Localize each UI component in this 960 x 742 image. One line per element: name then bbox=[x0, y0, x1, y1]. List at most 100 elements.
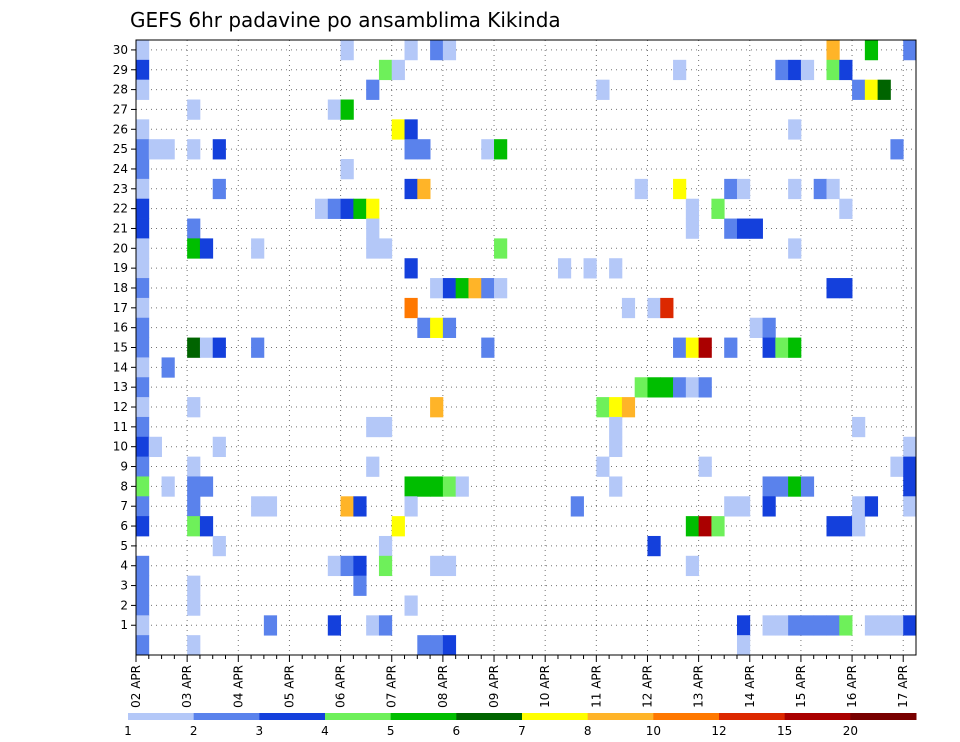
legend-label: 15 bbox=[777, 724, 792, 738]
precip-cell bbox=[609, 397, 623, 418]
precip-cell bbox=[788, 238, 802, 259]
legend-swatch bbox=[587, 713, 654, 720]
precip-cell bbox=[839, 615, 853, 636]
precip-cell bbox=[187, 397, 201, 418]
precip-cell bbox=[353, 496, 367, 517]
precip-cell bbox=[852, 496, 866, 517]
y-tick-label: 12 bbox=[113, 400, 128, 414]
precip-cell bbox=[609, 476, 623, 497]
x-tick-label: 10 APR bbox=[538, 665, 552, 708]
precip-cell bbox=[136, 357, 150, 378]
precip-cell bbox=[148, 436, 162, 458]
precip-cell bbox=[404, 139, 418, 160]
precip-cell bbox=[557, 258, 572, 279]
precip-cell bbox=[442, 635, 457, 656]
x-tick-label: 13 APR bbox=[692, 665, 706, 708]
precip-cell bbox=[570, 496, 584, 517]
precip-cell bbox=[417, 139, 431, 160]
precip-cell bbox=[430, 555, 444, 577]
precip-cell bbox=[609, 258, 623, 279]
precip-cell bbox=[136, 159, 150, 180]
x-tick-label: 06 APR bbox=[334, 665, 348, 708]
precip-cell bbox=[353, 198, 367, 219]
precip-cell bbox=[749, 218, 763, 239]
precip-cell bbox=[378, 535, 393, 557]
legend-swatch bbox=[850, 713, 917, 720]
precip-cell bbox=[685, 337, 700, 358]
precip-cell bbox=[762, 615, 776, 636]
precip-cell bbox=[621, 297, 636, 319]
precip-cell bbox=[890, 139, 904, 160]
precip-cell bbox=[724, 178, 738, 200]
precip-cell bbox=[404, 496, 418, 517]
y-tick-label: 5 bbox=[120, 539, 128, 553]
precip-cell bbox=[161, 139, 175, 160]
precip-cell bbox=[187, 476, 201, 497]
precip-cell bbox=[199, 516, 214, 537]
precip-cell bbox=[340, 496, 354, 517]
precip-cell bbox=[136, 317, 150, 338]
x-tick-label: 15 APR bbox=[794, 665, 808, 708]
precip-cell bbox=[136, 238, 150, 259]
precip-cell bbox=[711, 516, 725, 537]
precip-cell bbox=[251, 337, 265, 358]
precip-cell bbox=[749, 317, 763, 338]
precip-cell bbox=[826, 40, 840, 61]
precip-cell bbox=[903, 496, 917, 517]
precip-cell bbox=[673, 377, 687, 398]
precip-cell bbox=[391, 119, 405, 140]
precip-cell bbox=[800, 59, 815, 81]
precip-cell bbox=[673, 337, 687, 358]
precip-cell bbox=[136, 416, 150, 438]
precip-cell bbox=[136, 139, 150, 160]
precip-cell bbox=[378, 238, 393, 259]
precip-cell bbox=[609, 416, 623, 438]
legend-swatch bbox=[522, 713, 589, 720]
precip-cell bbox=[187, 516, 201, 537]
y-tick-label: 17 bbox=[113, 301, 128, 315]
precip-cell bbox=[148, 139, 162, 160]
precip-cell bbox=[430, 317, 444, 338]
y-tick-label: 25 bbox=[113, 142, 128, 156]
legend-swatch bbox=[784, 713, 851, 720]
y-tick-label: 22 bbox=[113, 202, 128, 216]
precip-cell bbox=[212, 178, 226, 200]
precip-cell bbox=[430, 476, 444, 497]
precip-cell bbox=[378, 615, 393, 636]
precip-cell bbox=[494, 238, 508, 259]
precip-cell bbox=[596, 456, 610, 477]
precip-cell bbox=[736, 635, 751, 656]
x-tick-label: 11 APR bbox=[589, 665, 603, 708]
precip-cell bbox=[685, 555, 700, 577]
legend-swatch bbox=[128, 713, 195, 720]
precip-cell bbox=[404, 258, 418, 279]
precip-cell bbox=[136, 258, 150, 279]
legend-swatch bbox=[325, 713, 392, 720]
precip-cell bbox=[391, 59, 405, 81]
precip-cell bbox=[442, 476, 457, 497]
precip-cell bbox=[685, 516, 700, 537]
precip-cell bbox=[775, 337, 789, 358]
precip-cell bbox=[685, 377, 700, 398]
precip-cell bbox=[136, 278, 150, 299]
precip-cell bbox=[187, 575, 201, 596]
x-tick-label: 14 APR bbox=[743, 665, 757, 708]
precip-cell bbox=[698, 337, 712, 358]
precip-cell bbox=[826, 178, 840, 200]
precip-cell bbox=[698, 516, 712, 537]
precip-cell bbox=[903, 436, 917, 458]
precip-cell bbox=[212, 139, 226, 160]
x-tick-label: 04 APR bbox=[231, 665, 245, 708]
precip-cell bbox=[494, 139, 508, 160]
precip-cell bbox=[736, 615, 751, 636]
precip-cell bbox=[136, 595, 150, 616]
precip-cell bbox=[647, 297, 661, 319]
precip-cell bbox=[136, 337, 150, 358]
y-tick-label: 1 bbox=[120, 618, 128, 632]
precip-cell bbox=[903, 476, 917, 497]
y-tick-label: 20 bbox=[113, 241, 128, 255]
precip-cell bbox=[864, 79, 879, 100]
y-tick-label: 26 bbox=[113, 122, 128, 136]
precip-cell bbox=[826, 59, 840, 81]
precip-cell bbox=[775, 476, 789, 497]
